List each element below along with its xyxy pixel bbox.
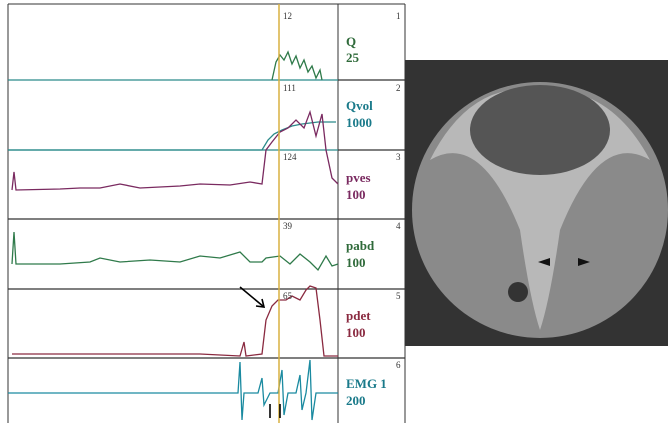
channel-name: pves bbox=[346, 170, 371, 185]
channel-number: 3 bbox=[396, 152, 401, 162]
channel-number: 4 bbox=[396, 221, 401, 231]
channel-scale: 25 bbox=[346, 50, 360, 65]
channel-name: EMG 1 bbox=[346, 376, 387, 391]
cursor-value: 39 bbox=[283, 221, 293, 231]
cursor-value: 111 bbox=[283, 83, 296, 93]
xray-image bbox=[405, 60, 668, 346]
channel-scale: 1000 bbox=[346, 115, 372, 130]
channel-name: pabd bbox=[346, 238, 375, 253]
urodynamic-figure: 12 111 124 39 65 1 2 3 4 5 6 Q 25 Qvol 1… bbox=[0, 0, 668, 423]
channel-number: 2 bbox=[396, 83, 401, 93]
channel-scale: 100 bbox=[346, 187, 366, 202]
channel-number: 1 bbox=[396, 11, 401, 21]
channel-name: pdet bbox=[346, 308, 371, 323]
channel-name: Qvol bbox=[346, 98, 373, 113]
cursor-value: 65 bbox=[283, 291, 293, 301]
channel-scale: 100 bbox=[346, 255, 366, 270]
channel-name: Q bbox=[346, 34, 356, 49]
channel-number: 6 bbox=[396, 360, 401, 370]
channel-number: 5 bbox=[396, 291, 401, 301]
channel-scale: 200 bbox=[346, 393, 366, 408]
cursor-value: 12 bbox=[283, 11, 292, 21]
cursor-value: 124 bbox=[283, 152, 297, 162]
channel-scale: 100 bbox=[346, 325, 366, 340]
